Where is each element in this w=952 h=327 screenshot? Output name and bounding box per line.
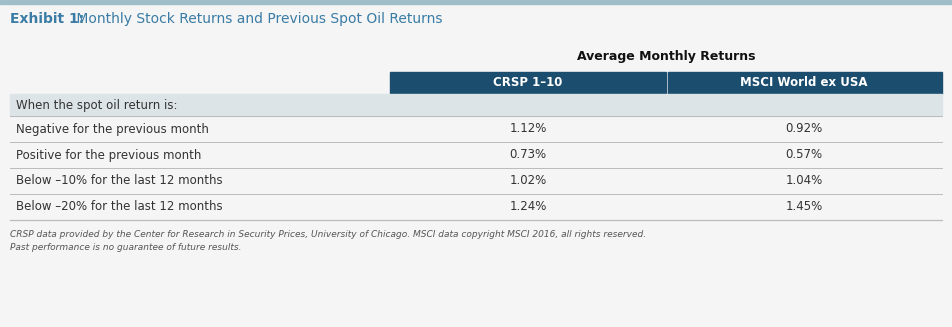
- Text: 1.24%: 1.24%: [509, 200, 546, 214]
- Bar: [390, 72, 666, 94]
- Text: Below –20% for the last 12 months: Below –20% for the last 12 months: [16, 200, 223, 214]
- Text: 0.92%: 0.92%: [785, 123, 823, 135]
- Text: 0.73%: 0.73%: [509, 148, 546, 162]
- Text: Positive for the previous month: Positive for the previous month: [16, 148, 202, 162]
- Text: CRSP data provided by the Center for Research in Security Prices, University of : CRSP data provided by the Center for Res…: [10, 230, 646, 239]
- Text: 1.02%: 1.02%: [509, 175, 546, 187]
- Text: Monthly Stock Returns and Previous Spot Oil Returns: Monthly Stock Returns and Previous Spot …: [72, 12, 443, 26]
- Text: 0.57%: 0.57%: [785, 148, 823, 162]
- Text: Negative for the previous month: Negative for the previous month: [16, 123, 208, 135]
- Text: 1.12%: 1.12%: [509, 123, 546, 135]
- Text: When the spot oil return is:: When the spot oil return is:: [16, 98, 177, 112]
- Bar: [668, 72, 942, 94]
- Text: MSCI World ex USA: MSCI World ex USA: [741, 77, 868, 90]
- Text: 1.45%: 1.45%: [785, 200, 823, 214]
- Text: CRSP 1–10: CRSP 1–10: [493, 77, 563, 90]
- Bar: [10, 94, 942, 116]
- Text: Exhibit 1:: Exhibit 1:: [10, 12, 84, 26]
- Text: Past performance is no guarantee of future results.: Past performance is no guarantee of futu…: [10, 243, 242, 252]
- Bar: [0, 0, 952, 4]
- Text: Below –10% for the last 12 months: Below –10% for the last 12 months: [16, 175, 223, 187]
- Text: 1.04%: 1.04%: [785, 175, 823, 187]
- Text: Average Monthly Returns: Average Monthly Returns: [577, 50, 755, 63]
